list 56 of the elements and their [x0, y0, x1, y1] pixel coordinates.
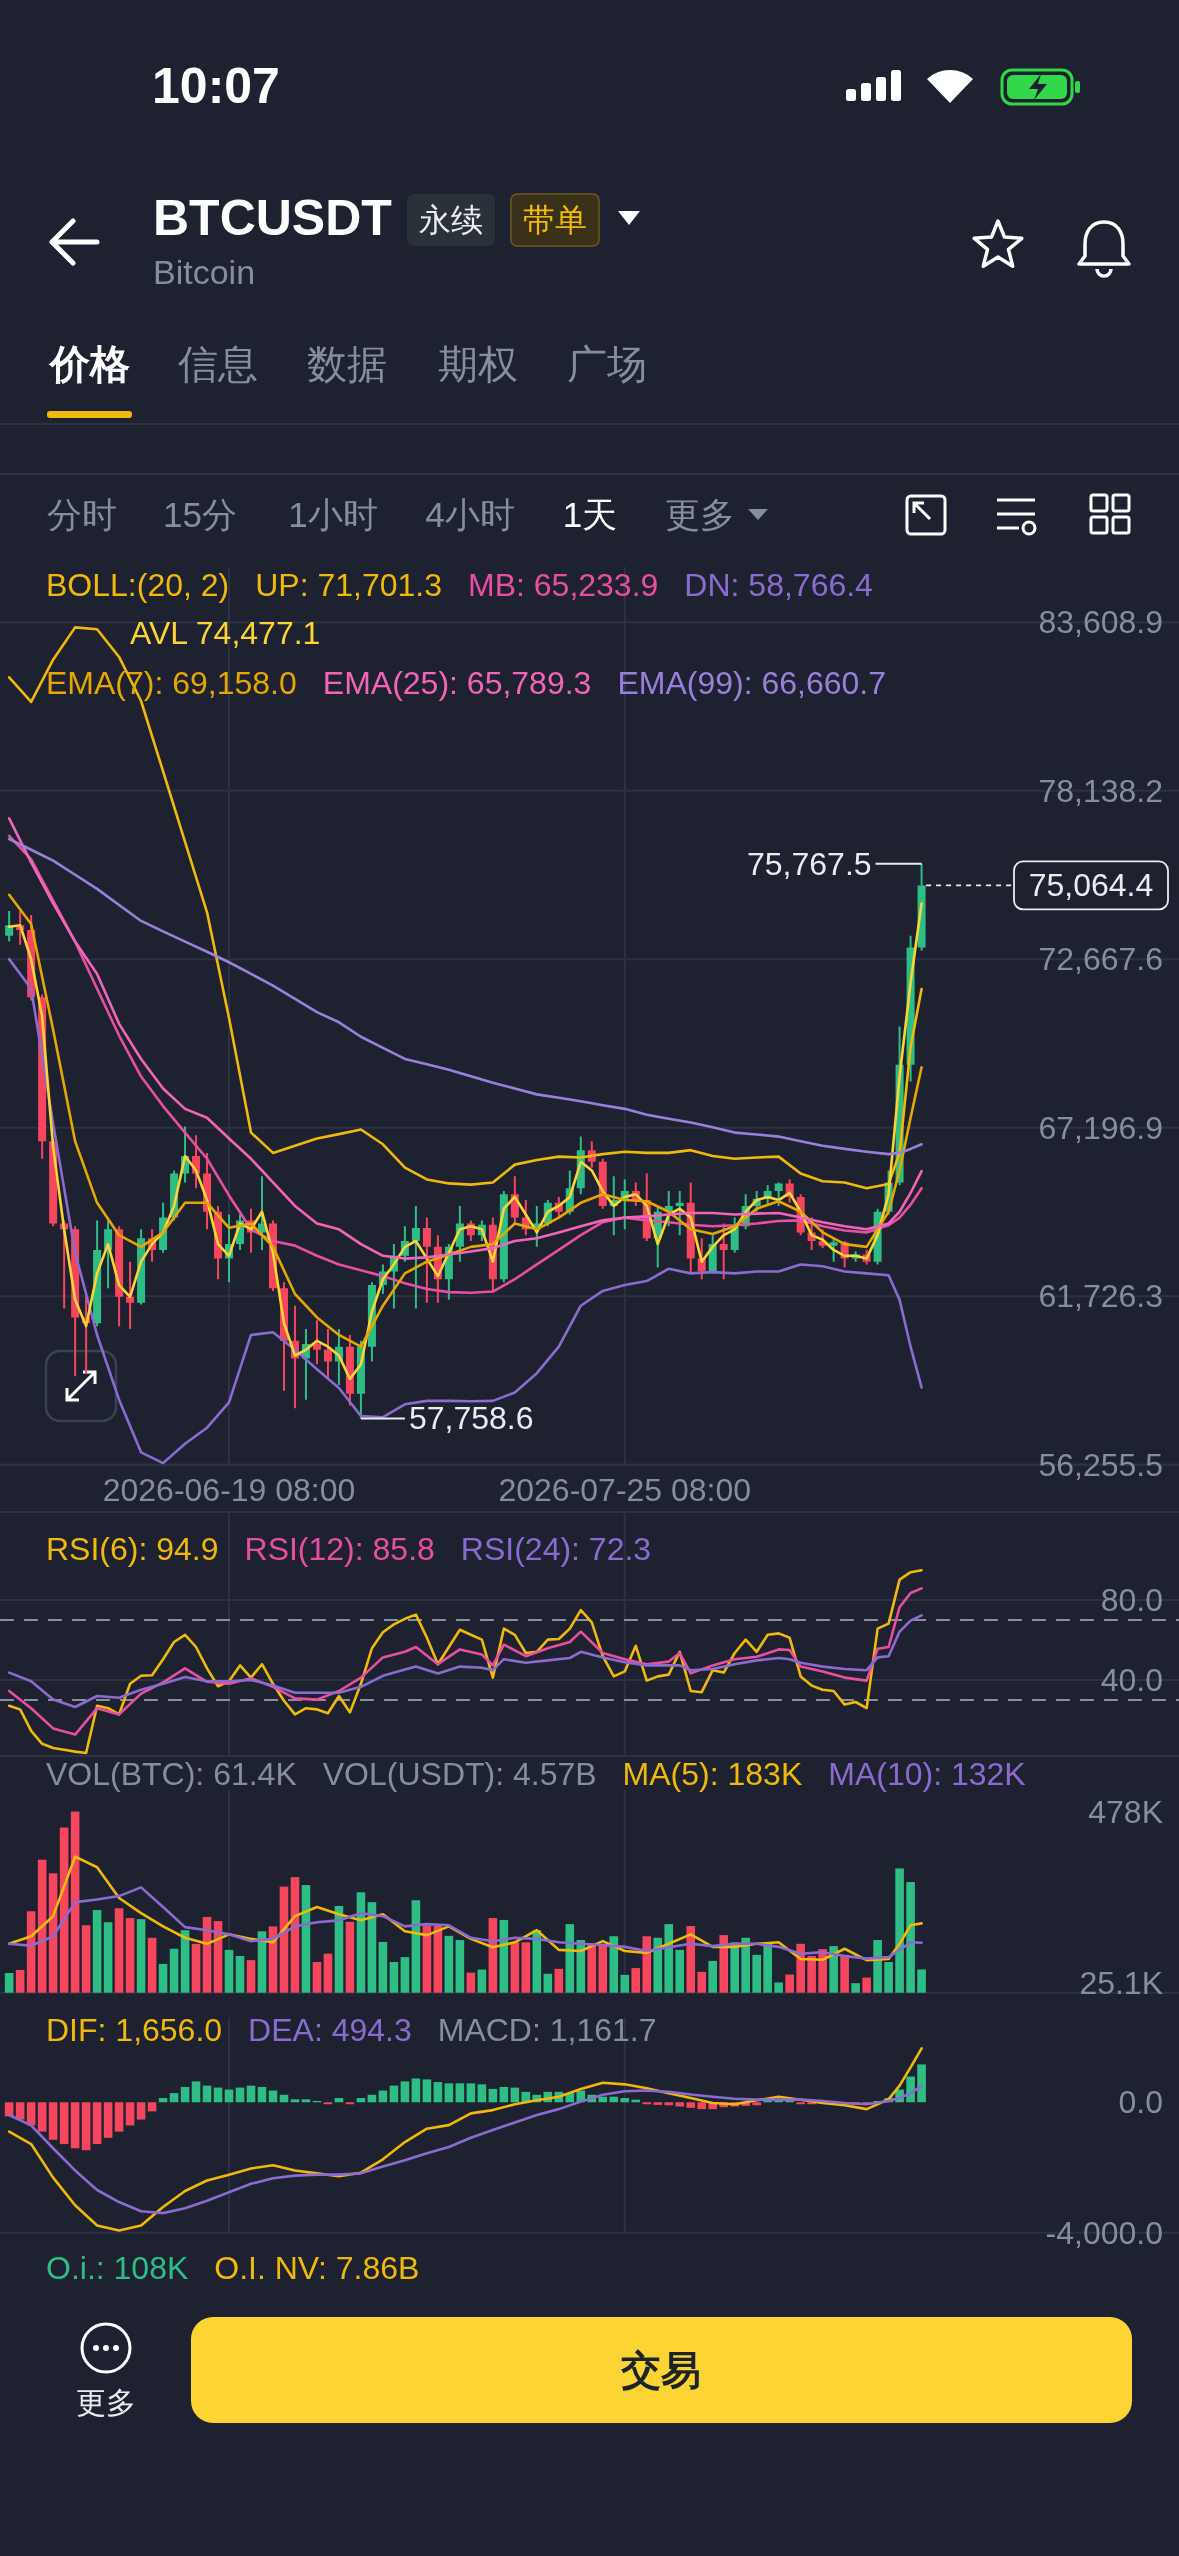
y-tick-label: 80.0	[1100, 1582, 1163, 1618]
y-tick-label: 56,255.5	[1038, 1446, 1163, 1483]
text: 1小时	[288, 494, 378, 534]
x-tick-label: 2026-07-25 08:00	[498, 1471, 752, 1508]
text: 15分	[163, 494, 237, 534]
button: 交易	[191, 2317, 1132, 2423]
annotation: 57,758.6	[408, 1400, 534, 1437]
tag: 带单	[510, 193, 600, 247]
y-tick-label: 40.0	[1100, 1662, 1163, 1698]
text: MA(10): 132K	[828, 1756, 1026, 1792]
text: 信息	[178, 342, 258, 386]
annotation: 75,767.5	[747, 845, 923, 882]
annotation: 57,758.6	[360, 1400, 534, 1437]
text: MB: 65,233.9	[468, 567, 659, 603]
text: 10:07	[152, 58, 280, 114]
text: 4小时	[425, 494, 515, 534]
text: RSI(12): 85.8	[244, 1531, 435, 1567]
text: RSI(24): 72.3	[460, 1531, 652, 1567]
tag: 永续	[407, 194, 495, 246]
annotation: 75,767.5	[747, 845, 872, 882]
text: 数据	[307, 342, 387, 386]
text: O.I. NV: 7.86B	[214, 2250, 420, 2286]
text: O.i.: 108K	[46, 2250, 189, 2286]
y-tick-label: 83,608.9	[1038, 604, 1163, 641]
text: 1天	[562, 494, 618, 534]
text: 更多	[665, 494, 735, 534]
text: RSI(6): 94.9	[46, 1531, 219, 1567]
text: EMA(99): 66,660.7	[617, 665, 886, 701]
text: 更多	[76, 2385, 136, 2419]
series-label: MACD: 1,161.7	[437, 2012, 657, 2048]
y-tick-label: 0.0	[1118, 2084, 1163, 2121]
x-tick-label: 2026-06-19 08:00	[102, 1471, 356, 1508]
y-tick-label: 25.1K	[1079, 1965, 1163, 2002]
y-tick-label: 61,726.3	[1038, 1278, 1163, 1315]
text: AVL 74,477.1	[130, 615, 321, 651]
chart-subtitle: Bitcoin	[153, 253, 256, 291]
text: DIF: 1,656.0	[46, 2012, 223, 2048]
series-label: VOL(BTC): 61.4K	[46, 1756, 297, 1792]
y-tick-label: 67,196.9	[1038, 1109, 1163, 1146]
text: 价格	[48, 342, 130, 386]
text: EMA(25): 65,789.3	[322, 665, 592, 701]
y-tick-label: 72,667.6	[1038, 941, 1163, 978]
y-tick-label: 78,138.2	[1038, 772, 1163, 809]
text: UP: 71,701.3	[255, 567, 442, 603]
chart-title: BTCUSDT	[153, 190, 392, 246]
text: 广场	[567, 342, 647, 386]
text: DN: 58,766.4	[684, 567, 873, 603]
y-tick-label: -4,000.0	[1045, 2214, 1163, 2251]
annotation: BOLL:(20, 2)	[46, 567, 230, 603]
text: 期权	[438, 342, 518, 386]
annotation: 75,064.4	[1028, 867, 1154, 904]
text: MA(5): 183K	[622, 1756, 803, 1792]
annotation: VOL(USDT): 4.57B	[322, 1756, 597, 1792]
text: DEA: 494.3	[248, 2012, 412, 2048]
text: 分时	[47, 494, 117, 534]
y-tick-label: 478K	[1088, 1793, 1163, 1830]
